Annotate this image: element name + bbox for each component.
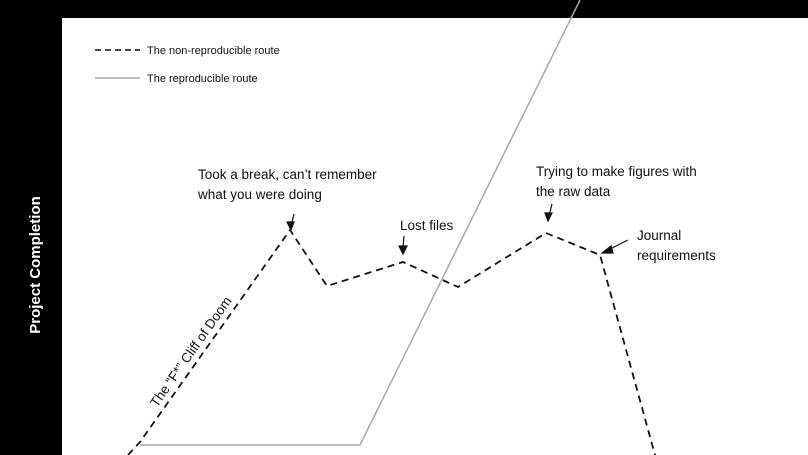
reproducible-route (140, 0, 581, 446)
legend-label: The non-reproducible route (147, 45, 280, 57)
annotation: requirements (637, 248, 716, 263)
annotation: what you were doing (197, 187, 322, 202)
non-reproducible-route (127, 228, 656, 455)
annotation: Trying to make figures with (536, 164, 697, 179)
y-axis-label: Project Completion (27, 196, 44, 334)
legend-label: The reproducible route (147, 73, 258, 85)
annotation: Journal (637, 228, 681, 243)
arrows (286, 203, 629, 256)
annotation: Took a break, can’t remember (198, 167, 377, 182)
annotation: the raw data (536, 184, 611, 199)
plot-panel (62, 18, 808, 455)
annotation: Lost files (400, 218, 454, 233)
